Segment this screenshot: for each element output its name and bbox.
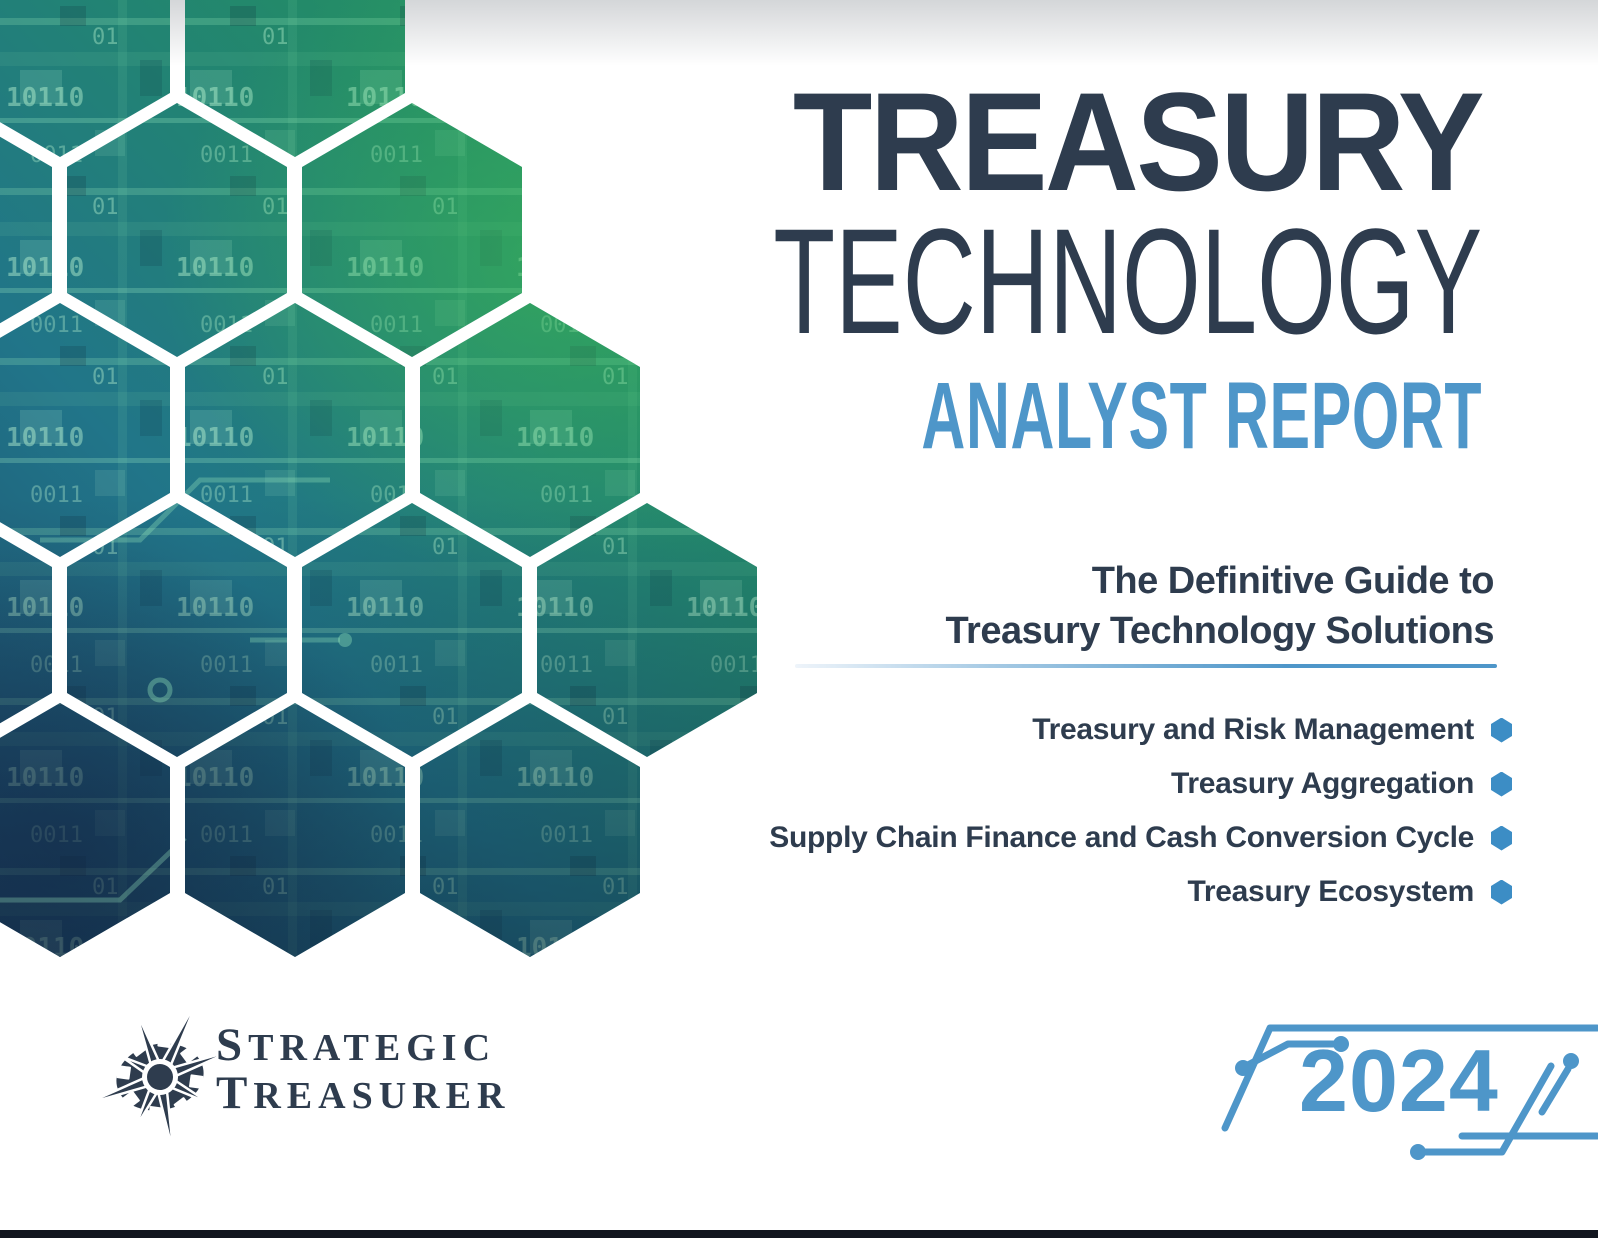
compass-rose-icon xyxy=(85,1000,234,1155)
list-item: Treasury Aggregation xyxy=(769,757,1512,811)
hexagon-bullet-icon xyxy=(1491,879,1512,905)
hexagon-bullet-icon xyxy=(1491,717,1512,743)
subtitle-line-2: Treasury Technology Solutions xyxy=(945,610,1494,652)
publisher-name-line1: Strategic xyxy=(216,1019,497,1071)
title-treasury: TREASURY xyxy=(792,63,1485,220)
list-item: Treasury and Risk Management xyxy=(769,703,1512,757)
list-item: Treasury Ecosystem xyxy=(769,865,1512,919)
circuit-trace-decoration xyxy=(1221,1024,1598,1160)
subtitle: The Definitive Guide to Treasury Technol… xyxy=(945,556,1494,656)
hexagon-bullet-icon xyxy=(1491,825,1512,851)
topic-label: Supply Chain Finance and Cash Conversion… xyxy=(769,821,1474,854)
bottom-accent-bar xyxy=(0,1230,1598,1238)
topic-label: Treasury Aggregation xyxy=(1171,767,1474,800)
title-analyst-report: ANALYST REPORT xyxy=(921,363,1482,469)
subtitle-line-1: The Definitive Guide to xyxy=(1091,560,1495,602)
topic-label: Treasury and Risk Management xyxy=(1032,713,1474,746)
list-item: Supply Chain Finance and Cash Conversion… xyxy=(769,811,1512,865)
divider-line xyxy=(795,664,1497,668)
year-label: 2024 xyxy=(1299,1031,1499,1130)
hexagon-circuit-artwork: 10110 01 0011 xyxy=(0,0,757,957)
publisher-name-line2: Treasurer xyxy=(216,1067,511,1119)
topic-label: Treasury Ecosystem xyxy=(1187,875,1475,908)
hexagon-bullet-icon xyxy=(1491,771,1512,797)
topic-list: Treasury and Risk Management Treasury Ag… xyxy=(769,703,1512,919)
title-technology: TECHNOLOGY xyxy=(773,197,1482,365)
